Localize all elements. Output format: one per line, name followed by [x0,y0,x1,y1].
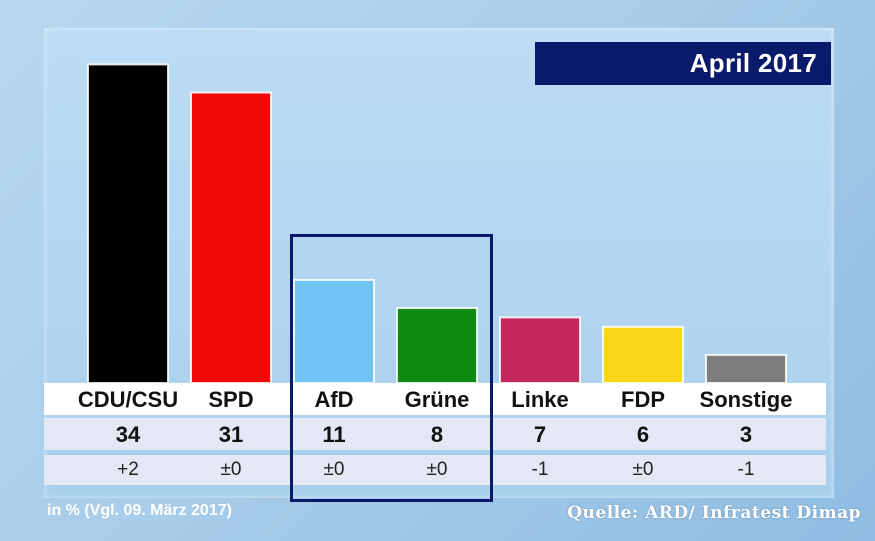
footnote: in % (Vgl. 09. März 2017) [47,502,232,519]
bar-gr-ne [396,307,478,384]
percentage-value: 31 [218,422,244,447]
party-name: Grüne [404,387,470,412]
bar-chart [87,63,787,385]
bar-afd [293,278,375,384]
change-value: ±0 [632,459,654,480]
change-value: ±0 [323,459,345,480]
party-name: Linke [511,387,569,412]
percentage-value: 6 [636,422,650,447]
party-names-row: CDU/CSU SPD AfD Grüne Linke FDP Sonstige [44,383,826,415]
percentage-value: 3 [739,422,753,447]
change-value: -1 [531,459,549,480]
change-value: +2 [117,459,139,480]
party-name: FDP [621,387,665,412]
bar-sonstige [705,353,787,384]
change-value: -1 [737,459,755,480]
bar-spd [190,91,272,385]
change-value: ±0 [426,459,448,480]
party-name: SPD [208,387,254,412]
party-name: Sonstige [699,387,793,412]
percentage-value: 7 [533,422,547,447]
period-label: April 2017 [689,48,817,78]
change-value: ±0 [220,459,242,480]
period-badge: April 2017 [535,42,831,85]
source-credit: Quelle: ARD/ Infratest Dimap [567,503,861,523]
percentage-value: 8 [430,422,444,447]
party-name: AfD [314,387,354,412]
percentage-value: 34 [115,422,141,447]
changes-row: +2 ±0 ±0 ±0 -1 ±0 -1 [44,455,826,485]
bar-linke [499,316,581,384]
party-name: CDU/CSU [77,387,179,412]
bar-fdp [602,325,684,384]
percentage-value: 11 [322,422,346,447]
percentages-row: 34 31 11 8 7 6 3 [44,418,826,450]
bar-cdu-csu [87,63,169,384]
